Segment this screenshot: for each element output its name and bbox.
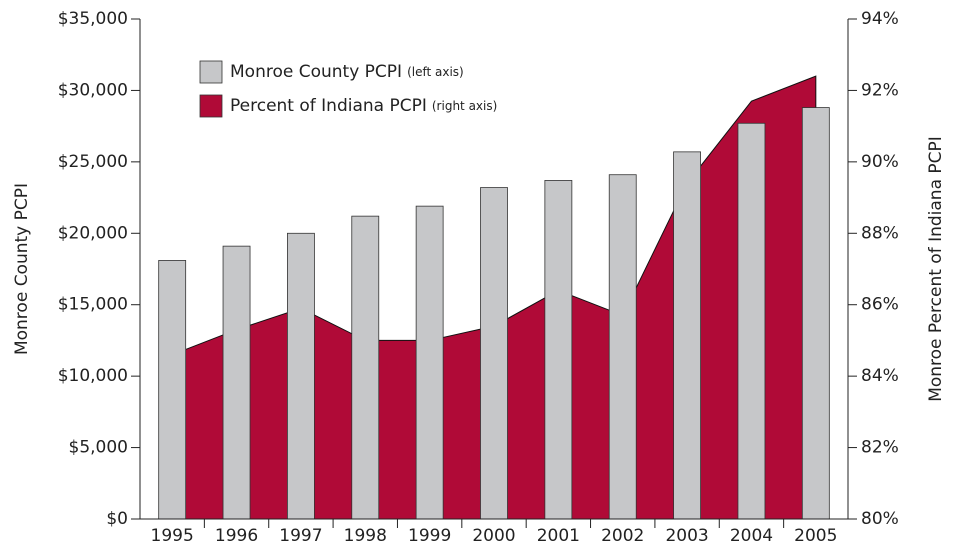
x-tick-label: 2003 xyxy=(665,526,708,546)
y2-tick-label: 86% xyxy=(861,295,899,315)
legend-swatch xyxy=(199,94,223,118)
bar xyxy=(415,205,444,520)
x-tick-label: 2005 xyxy=(794,526,837,546)
y2-tick-label: 82% xyxy=(861,438,899,458)
bar xyxy=(222,245,251,520)
y-tick-label: $0 xyxy=(106,509,128,529)
bar xyxy=(158,260,187,520)
legend-note: (left axis) xyxy=(407,65,464,79)
x-tick-label: 1998 xyxy=(344,526,387,546)
bar xyxy=(544,180,573,520)
bar xyxy=(673,151,701,520)
y2-tick-label: 90% xyxy=(861,152,899,172)
y2-axis-label: Monroe Percent of Indiana PCPI xyxy=(926,136,946,402)
x-tick-label: 2004 xyxy=(730,526,773,546)
bar xyxy=(287,232,315,520)
y-tick-label: $5,000 xyxy=(69,438,128,458)
x-tick-label: 2002 xyxy=(601,526,644,546)
legend-name: Percent of Indiana PCPI xyxy=(230,96,427,116)
y-tick-label: $25,000 xyxy=(58,152,128,172)
y-tick-label: $15,000 xyxy=(58,295,128,315)
bar xyxy=(608,174,637,520)
y2-tick-label: 94% xyxy=(861,9,899,29)
y2-tick-label: 84% xyxy=(861,366,899,386)
x-tick-label: 1999 xyxy=(408,526,451,546)
bar xyxy=(801,107,830,520)
legend-note: (right axis) xyxy=(432,99,497,113)
x-tick-label: 1997 xyxy=(279,526,322,546)
bar xyxy=(480,187,508,520)
y-tick-label: $30,000 xyxy=(58,80,128,100)
y2-tick-label: 92% xyxy=(861,80,899,100)
bar xyxy=(351,215,380,520)
x-tick-label: 1995 xyxy=(151,526,194,546)
bar xyxy=(737,122,766,520)
y-tick-label: $10,000 xyxy=(58,366,128,386)
x-tick-label: 1996 xyxy=(215,526,258,546)
x-tick-label: 2000 xyxy=(472,526,515,546)
legend-swatch xyxy=(199,60,223,84)
x-tick-label: 2001 xyxy=(537,526,580,546)
legend-entry: Monroe County PCPI (left axis) xyxy=(230,62,464,82)
y-tick-label: $20,000 xyxy=(58,223,128,243)
y2-tick-label: 80% xyxy=(861,509,899,529)
y-axis-label: Monroe County PCPI xyxy=(12,183,32,355)
y2-tick-label: 88% xyxy=(861,223,899,243)
legend-name: Monroe County PCPI xyxy=(230,62,402,82)
legend-entry: Percent of Indiana PCPI (right axis) xyxy=(230,96,497,116)
y-tick-label: $35,000 xyxy=(58,9,128,29)
